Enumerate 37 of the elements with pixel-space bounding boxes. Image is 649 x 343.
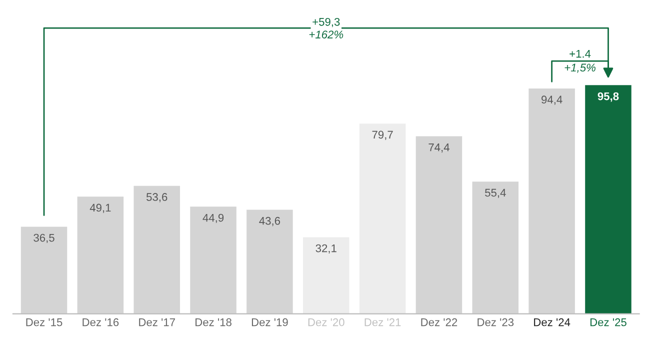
bar	[134, 186, 180, 314]
bar	[302, 237, 350, 314]
bar	[585, 85, 632, 314]
text: +1,5%	[564, 64, 596, 73]
bar	[416, 136, 462, 314]
data-label: 43,6	[259, 216, 280, 226]
data-label: 36,5	[34, 234, 54, 244]
bar	[359, 124, 406, 314]
bar	[77, 196, 124, 314]
data-label: 32,1	[316, 244, 336, 254]
data-label: 44,9	[202, 214, 224, 224]
x-tick-label: Dez '25	[590, 318, 626, 326]
x-tick-label: Dez '17	[139, 318, 175, 326]
x-tick-label: Dez '19	[252, 318, 288, 326]
text: +1.4	[570, 50, 591, 58]
x-tick-label: Dez '24	[534, 318, 570, 326]
data-label: 95,8	[598, 92, 619, 102]
text: +162%	[309, 30, 344, 38]
bar	[190, 206, 236, 314]
x-tick-label: Dez '20	[308, 318, 344, 326]
x-tick-label: Dez '21	[364, 318, 401, 326]
x-tick-label: Dez '16	[82, 318, 119, 326]
bar	[246, 210, 293, 314]
bar	[472, 182, 519, 314]
data-label: 53,6	[146, 193, 168, 202]
text: +59,3	[312, 18, 340, 28]
data-label: 55,4	[485, 188, 506, 198]
x-tick-label: Dez '15	[26, 318, 62, 326]
x-tick-label: Dez '18	[196, 318, 232, 326]
bar	[528, 88, 575, 314]
data-label: 94,4	[542, 96, 562, 105]
data-label: 74,4	[428, 144, 450, 153]
data-label: 49,1	[90, 204, 111, 213]
x-tick-label: Dez '23	[478, 318, 514, 326]
x-tick-label: Dez '22	[421, 318, 458, 326]
data-label: 79,7	[372, 130, 393, 140]
bar	[20, 226, 68, 314]
